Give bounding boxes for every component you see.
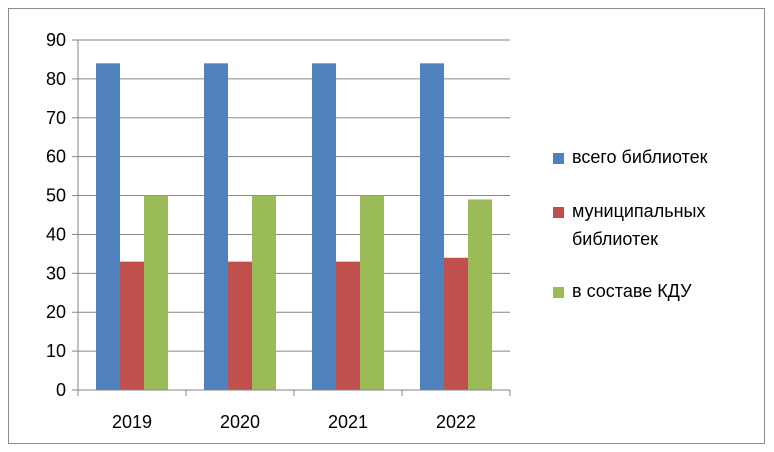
legend: всего библиотек муниципальных библиотек в с… [553, 147, 708, 301]
x-tick-label: 2022 [436, 412, 476, 432]
x-tick-label: 2021 [328, 412, 368, 432]
bar-2021-series-2 [336, 261, 360, 390]
tick-labels: 0 10 20 30 40 50 60 70 80 90 2019 2020 2021 2022 [46, 30, 476, 432]
bar-2019-series-1 [96, 63, 120, 390]
bar-2019-series-2 [120, 261, 144, 390]
y-tick-label: 0 [56, 380, 66, 400]
legend-swatch-1 [553, 153, 564, 164]
legend-label-2: муниципальных [572, 201, 705, 221]
y-tick-label: 50 [46, 186, 66, 206]
legend-swatch-2 [553, 207, 564, 218]
axes [72, 39, 511, 396]
y-tick-label: 80 [46, 69, 66, 89]
bar-2022-series-1 [420, 63, 444, 390]
bar-2020-series-3 [252, 195, 276, 390]
legend-label-1: всего библиотек [572, 147, 708, 167]
bar-2022-series-3 [468, 199, 492, 390]
bar-2020-series-2 [228, 261, 252, 390]
y-tick-label: 60 [46, 147, 66, 167]
y-tick-label: 90 [46, 30, 66, 50]
x-tick-label: 2020 [220, 412, 260, 432]
legend-swatch-3 [553, 287, 564, 298]
y-tick-label: 30 [46, 263, 66, 283]
bars [96, 63, 492, 390]
bar-2020-series-1 [204, 63, 228, 390]
x-tick-label: 2019 [112, 412, 152, 432]
bar-2019-series-3 [144, 195, 168, 390]
legend-label-2: библиотек [572, 229, 658, 249]
y-tick-label: 20 [46, 302, 66, 322]
bar-2021-series-1 [312, 63, 336, 390]
y-tick-label: 70 [46, 108, 66, 128]
y-tick-label: 10 [46, 341, 66, 361]
bar-2022-series-2 [444, 257, 468, 390]
bar-2021-series-3 [360, 195, 384, 390]
y-tick-label: 40 [46, 224, 66, 244]
legend-label-3: в составе КДУ [572, 281, 692, 301]
